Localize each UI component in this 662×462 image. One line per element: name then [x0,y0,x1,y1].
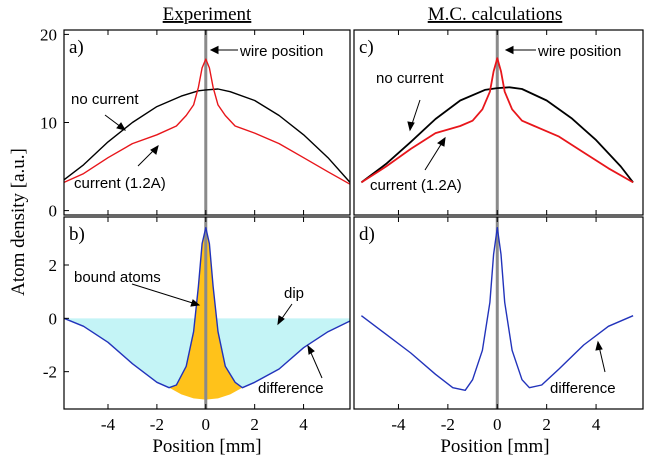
title-experiment: Experiment [163,4,252,25]
panel-label-b: b) [69,224,85,245]
arrowhead-current-a [150,144,159,155]
x-tick-label-b-1: -2 [150,415,164,434]
annotation-wire-position-a: wire position [239,43,323,60]
y-tick-label-b-0: -2 [43,363,57,382]
annotation-no-current-a: no current [71,91,139,108]
x-tick-label-d-4: 4 [592,415,601,434]
series-line-c-1 [360,57,634,184]
y-axis-label: Atom density [a.u.] [8,148,29,296]
x-tick-label-b-2: 0 [202,415,211,434]
x-tick-label-b-0: -4 [101,415,116,434]
annotation-difference-d: difference [550,380,616,397]
panel-label-c: c) [359,37,374,58]
annotation-no-current-c: no current [376,70,444,87]
x-tick-label-d-2: 0 [493,415,502,434]
x-tick-label-b-4: 4 [299,415,308,434]
annotation-current-a: current (1.2A) [74,175,166,192]
arrowhead-difference-d [595,340,603,351]
x-tick-label-d-3: 2 [542,415,551,434]
x-tick-label-d-1: -2 [441,415,455,434]
y-tick-label-b-2: 2 [49,256,58,275]
dip-fill-area [64,318,350,388]
title-mc-calculations: M.C. calculations [428,4,563,25]
x-axis-label-left: Position [mm] [152,436,261,457]
arrowhead-wire-a [209,45,219,55]
series-line-d-0 [360,227,634,391]
panel-label-a: a) [69,37,84,58]
arrowhead-no-current-a [116,122,127,131]
y-tick-label-a-1: 10 [40,114,57,133]
y-tick-label-b-1: 0 [49,309,58,328]
x-tick-label-d-0: -4 [391,415,406,434]
arrowhead-wire-c [504,45,514,55]
y-tick-label-a-2: 20 [40,25,57,44]
y-tick-label-a-0: 0 [49,202,58,221]
series-line-a-0 [63,88,351,183]
arrowhead-bound-atoms [190,299,201,307]
annotation-bound-atoms: bound atoms [74,269,161,286]
x-tick-label-b-3: 2 [250,415,259,434]
x-axis-label-right: Position [mm] [440,436,549,457]
arrowhead-current-c [437,136,446,147]
panel-d-frame [353,216,644,410]
arrow-bound-atoms [131,283,200,306]
series-layer [63,57,634,391]
panel-a-frame [63,29,351,216]
annotation-wire-position-c: wire position [537,43,621,60]
annotation-current-c: current (1.2A) [370,177,462,194]
series-line-a-1 [63,58,351,185]
annotation-difference-b: difference [258,380,324,397]
arrowhead-no-current-c [407,121,415,132]
annotation-dip: dip [284,285,304,302]
series-line-b-0 [63,227,351,389]
arrowhead-difference-b [307,344,315,355]
annotation-layer [104,45,606,379]
panel-b-frame [63,216,351,410]
arrowhead-dip [277,315,285,326]
tick-layer: 0 10 20 -4 -2 0 2 4 -2 0 2 -4 -2 0 2 4 [40,25,601,434]
panel-c-frame [353,29,644,216]
panel-label-d: d) [359,224,375,245]
